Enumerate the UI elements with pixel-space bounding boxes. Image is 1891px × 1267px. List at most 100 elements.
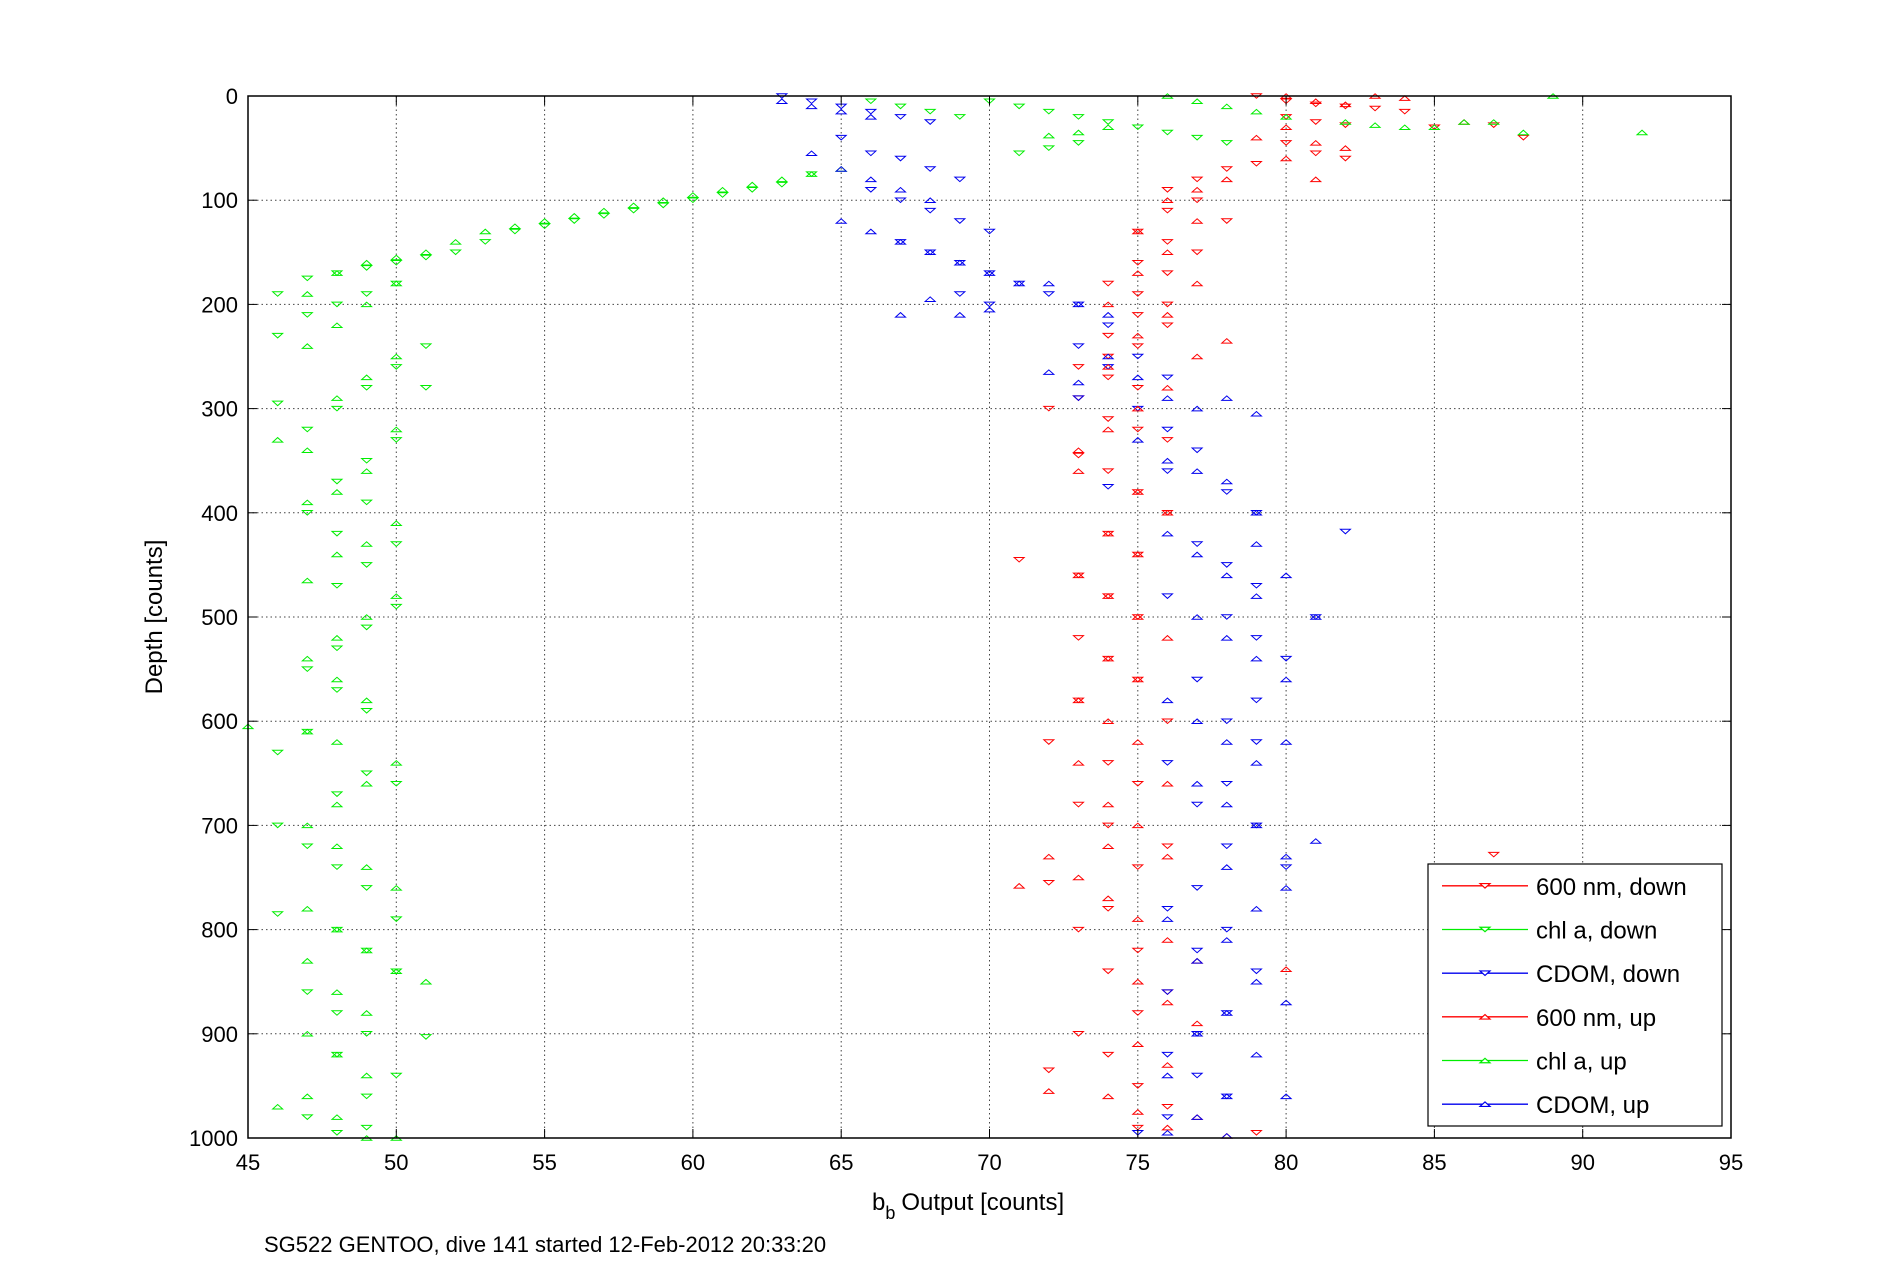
data-point: [1250, 822, 1263, 829]
data-point: [1487, 851, 1501, 858]
data-point: [1072, 395, 1085, 402]
data-point: [389, 780, 403, 787]
data-point: [389, 593, 403, 599]
data-point: [1042, 108, 1056, 115]
data-point: [983, 228, 996, 235]
data-point: [1101, 124, 1115, 131]
legend-label: chl a, up: [1536, 1049, 1627, 1076]
y-tick-label: 300: [201, 397, 238, 422]
data-point: [1131, 947, 1145, 954]
data-point: [656, 202, 670, 209]
data-point: [271, 400, 284, 407]
data-point: [1220, 572, 1234, 579]
data-point: [953, 259, 967, 266]
data-point: [1131, 374, 1145, 381]
data-point: [894, 114, 907, 120]
legend-entry: 600 nm, up: [1442, 1005, 1656, 1032]
data-point: [894, 311, 907, 318]
data-point: [389, 353, 403, 360]
legend-label: 600 nm, down: [1536, 874, 1687, 901]
data-point: [864, 98, 878, 105]
data-point: [1279, 864, 1293, 871]
data-point: [1220, 103, 1234, 110]
data-point: [923, 197, 937, 203]
data-point: [360, 1124, 373, 1131]
data-point: [1250, 582, 1263, 589]
data-point: [1042, 405, 1056, 412]
data-point: [1042, 879, 1056, 886]
data-point: [716, 192, 729, 198]
data-point: [834, 218, 848, 224]
data-point: [1279, 113, 1293, 120]
data-point: [1190, 780, 1204, 787]
data-point: [1072, 926, 1085, 933]
data-point: [1339, 528, 1352, 535]
data-point: [1279, 884, 1293, 891]
data-point: [1161, 1129, 1174, 1136]
data-point: [716, 186, 729, 193]
data-point: [301, 312, 314, 318]
data-point: [805, 171, 818, 178]
data-point: [1042, 853, 1056, 860]
data-point: [330, 676, 344, 683]
data-point: [1072, 114, 1085, 120]
x-axis-label-text: Output [counts]: [901, 1189, 1064, 1216]
data-point: [1250, 108, 1263, 115]
x-tick-label: 70: [977, 1150, 1001, 1175]
data-point: [1250, 905, 1263, 912]
data-point: [389, 280, 403, 287]
data-point: [1131, 864, 1145, 871]
data-point: [330, 1114, 344, 1120]
data-point: [1072, 395, 1085, 402]
data-point: [1220, 1093, 1234, 1100]
data-point: [330, 801, 344, 808]
data-point: [1161, 322, 1174, 329]
x-tick-label: 85: [1422, 1150, 1446, 1175]
data-point: [1161, 697, 1174, 704]
y-tick-label: 500: [201, 605, 238, 630]
data-point: [1190, 718, 1204, 724]
data-point: [1161, 239, 1174, 245]
legend-entry: CDOM, up: [1442, 1092, 1649, 1119]
data-point: [1190, 134, 1204, 141]
data-point: [419, 978, 433, 985]
data-point: [538, 223, 551, 230]
data-point: [301, 1114, 314, 1121]
data-point: [1012, 882, 1026, 889]
data-point: [360, 1072, 373, 1079]
data-point: [1190, 186, 1204, 193]
legend-label: chl a, down: [1536, 918, 1657, 945]
data-point: [1072, 759, 1085, 766]
data-points: [241, 93, 1649, 1141]
data-point: [1101, 530, 1115, 537]
data-point: [1220, 1093, 1234, 1100]
data-point: [1190, 197, 1204, 204]
data-point: [360, 770, 373, 777]
x-axis-label-subscript: b: [885, 1203, 895, 1223]
data-point: [1072, 452, 1085, 459]
x-tick-label: 55: [532, 1150, 556, 1175]
data-point: [301, 822, 314, 829]
data-point: [1101, 364, 1115, 370]
data-point: [360, 947, 373, 954]
data-point: [775, 181, 789, 188]
figure-caption: SG522 GENTOO, dive 141 started 12-Feb-20…: [264, 1232, 826, 1257]
data-point: [1101, 416, 1115, 422]
data-point: [1161, 916, 1174, 922]
data-point: [301, 1093, 314, 1100]
data-point: [271, 436, 284, 443]
data-point: [894, 239, 907, 245]
data-point: [301, 291, 314, 297]
data-point: [834, 108, 848, 115]
data-point: [1190, 1114, 1204, 1120]
data-point: [360, 541, 373, 547]
data-point: [1131, 614, 1145, 620]
data-point: [1250, 978, 1263, 985]
data-point: [330, 739, 344, 745]
data-point: [1072, 697, 1085, 704]
data-point: [1131, 124, 1145, 131]
data-point: [1517, 134, 1530, 141]
data-point: [330, 582, 344, 589]
data-point: [1101, 484, 1115, 490]
data-point: [686, 192, 700, 198]
